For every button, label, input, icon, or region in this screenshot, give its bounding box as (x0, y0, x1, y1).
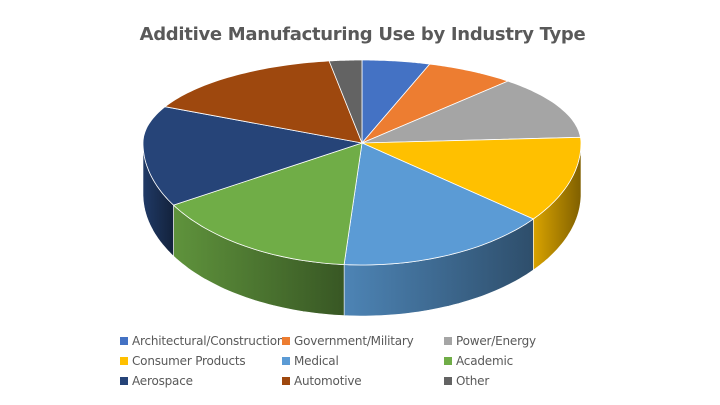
legend-item-automotive[interactable]: Automotive (282, 374, 444, 388)
legend-swatch-icon (444, 377, 452, 385)
pie-slice-other[interactable] (328, 59, 363, 144)
pie-slice-consumer-products[interactable] (361, 136, 582, 220)
legend-item-aerospace[interactable]: Aerospace (120, 374, 282, 388)
pie-slice-power-energy[interactable] (361, 80, 581, 144)
legend-swatch-icon (282, 337, 290, 345)
pie-slice-government-military[interactable] (361, 63, 509, 144)
legend-item-other[interactable]: Other (444, 374, 584, 388)
legend-row: Aerospace Automotive Other (120, 371, 590, 391)
legend-label: Academic (456, 354, 513, 368)
legend-swatch-icon (120, 337, 128, 345)
pie-slice-academic[interactable] (173, 142, 363, 265)
legend-row: Architectural/Construction Government/Mi… (120, 331, 590, 351)
legend-swatch-icon (282, 377, 290, 385)
legend-item-power-energy[interactable]: Power/Energy (444, 334, 584, 348)
legend-label: Consumer Products (132, 354, 246, 368)
legend-label: Government/Military (294, 334, 414, 348)
legend-swatch-icon (120, 377, 128, 385)
pie-slice-automotive[interactable] (164, 60, 363, 144)
legend-swatch-icon (282, 357, 290, 365)
legend-label: Other (456, 374, 490, 388)
legend-swatch-icon (120, 357, 128, 365)
legend-label: Automotive (294, 374, 362, 388)
legend-item-medical[interactable]: Medical (282, 354, 444, 368)
legend-label: Power/Energy (456, 334, 536, 348)
legend-item-consumer-products[interactable]: Consumer Products (120, 354, 282, 368)
legend-label: Architectural/Construction (132, 334, 285, 348)
pie-slice-architectural-construction[interactable] (361, 59, 431, 144)
chart-title: Additive Manufacturing Use by Industry T… (139, 24, 586, 45)
legend-item-academic[interactable]: Academic (444, 354, 584, 368)
legend-swatch-icon (444, 357, 452, 365)
pie-top-face (142, 59, 582, 266)
legend-label: Aerospace (132, 374, 193, 388)
pie-slice-aerospace[interactable] (142, 106, 363, 206)
legend-item-government-military[interactable]: Government/Military (282, 334, 444, 348)
legend-item-architectural-construction[interactable]: Architectural/Construction (120, 334, 285, 348)
chart-legend: Architectural/Construction Government/Mi… (120, 331, 590, 391)
legend-row: Consumer Products Medical Academic (120, 351, 590, 371)
legend-swatch-icon (444, 337, 452, 345)
pie-slice-medical[interactable] (343, 142, 534, 266)
legend-label: Medical (294, 354, 339, 368)
